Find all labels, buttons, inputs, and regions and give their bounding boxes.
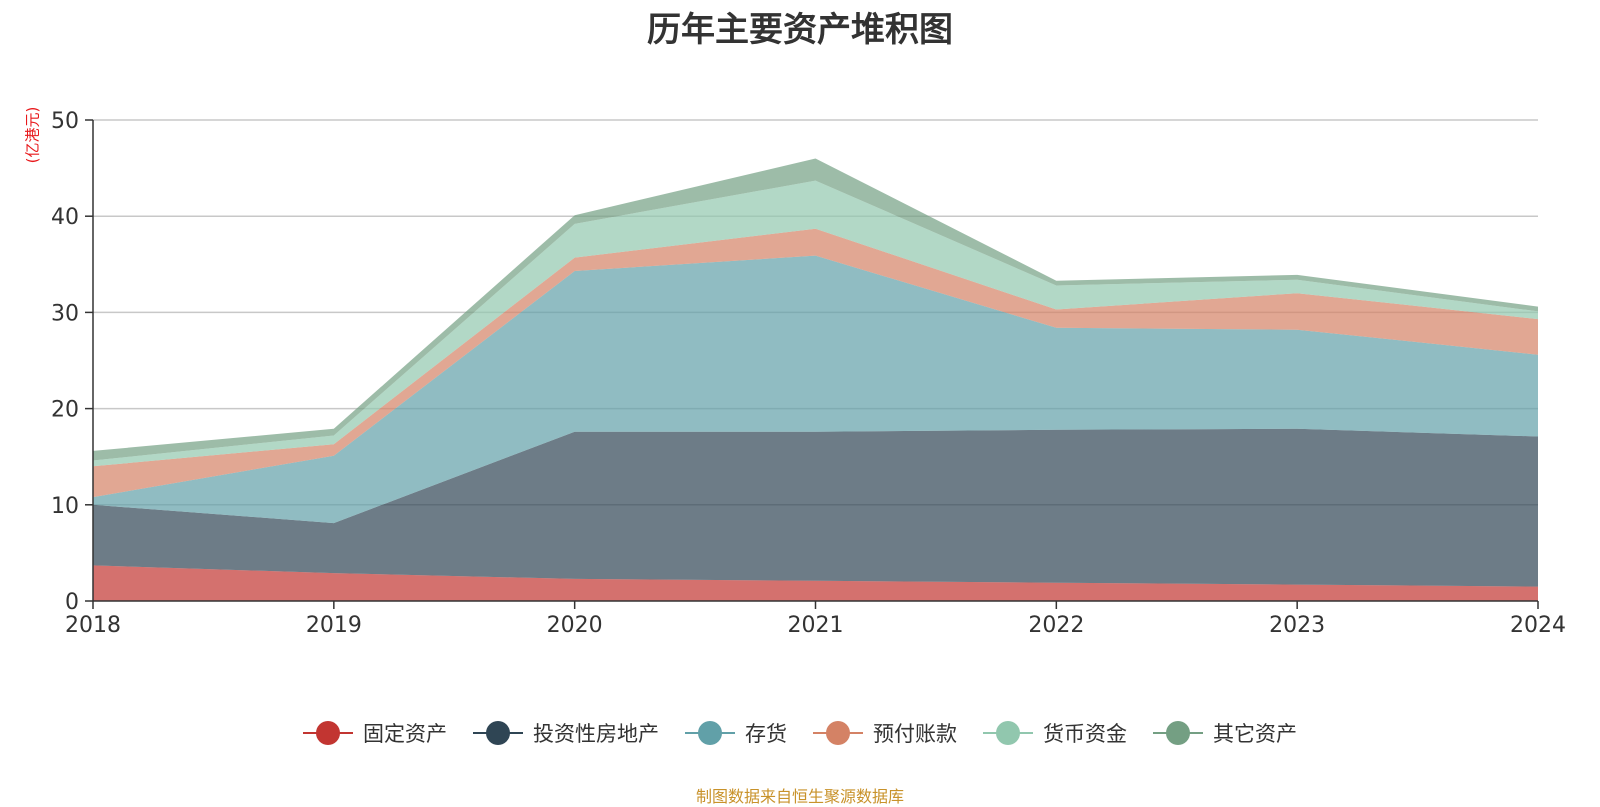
legend-marker-icon	[1153, 720, 1203, 746]
x-tick-label: 2019	[306, 613, 362, 638]
data-source-note: 制图数据来自恒生聚源数据库	[695, 787, 904, 806]
x-tick-label: 2024	[1510, 613, 1566, 638]
area-series-2[interactable]	[93, 428, 1538, 587]
legend-item[interactable]: 投资性房地产	[473, 718, 659, 748]
y-tick-label: 30	[51, 301, 79, 326]
legend-label: 其它资产	[1213, 722, 1297, 746]
legend-marker-icon	[473, 720, 523, 746]
legend-item[interactable]: 其它资产	[1153, 718, 1297, 748]
legend-marker-icon	[303, 720, 353, 746]
axes: 0 10 20 30 40 50 2018 2019 2020 2021 2022 2023 2024	[51, 109, 1566, 638]
legend-item[interactable]: 货币资金	[983, 718, 1127, 748]
legend-label: 存货	[745, 722, 787, 746]
x-tick-label: 2020	[547, 613, 603, 638]
legend: 固定资产 投资性房地产 存货 预付账款 货币资金 其它资产	[0, 718, 1600, 748]
legend-item[interactable]: 存货	[685, 718, 787, 748]
y-tick-label: 50	[51, 109, 79, 134]
legend-item[interactable]: 预付账款	[813, 718, 957, 748]
y-tick-label: 40	[51, 205, 79, 230]
legend-marker-icon	[983, 720, 1033, 746]
area-series-4[interactable]	[93, 228, 1538, 498]
area-series-3[interactable]	[93, 255, 1538, 524]
chart-title: 历年主要资产堆积图	[647, 10, 953, 50]
legend-label: 固定资产	[363, 722, 447, 746]
y-tick-label: 20	[51, 398, 79, 423]
area-series	[93, 158, 1538, 601]
y-tick-label: 0	[65, 590, 79, 615]
legend-item[interactable]: 固定资产	[303, 718, 447, 748]
x-tick-label: 2018	[65, 613, 121, 638]
y-tick-label: 10	[51, 494, 79, 519]
legend-marker-icon	[685, 720, 735, 746]
legend-marker-icon	[813, 720, 863, 746]
legend-label: 货币资金	[1043, 722, 1127, 746]
legend-label: 预付账款	[873, 722, 957, 746]
x-tick-label: 2022	[1028, 613, 1084, 638]
x-tick-label: 2023	[1269, 613, 1325, 638]
area-series-1[interactable]	[93, 565, 1538, 601]
x-tick-label: 2021	[788, 613, 844, 638]
legend-label: 投资性房地产	[533, 722, 659, 746]
